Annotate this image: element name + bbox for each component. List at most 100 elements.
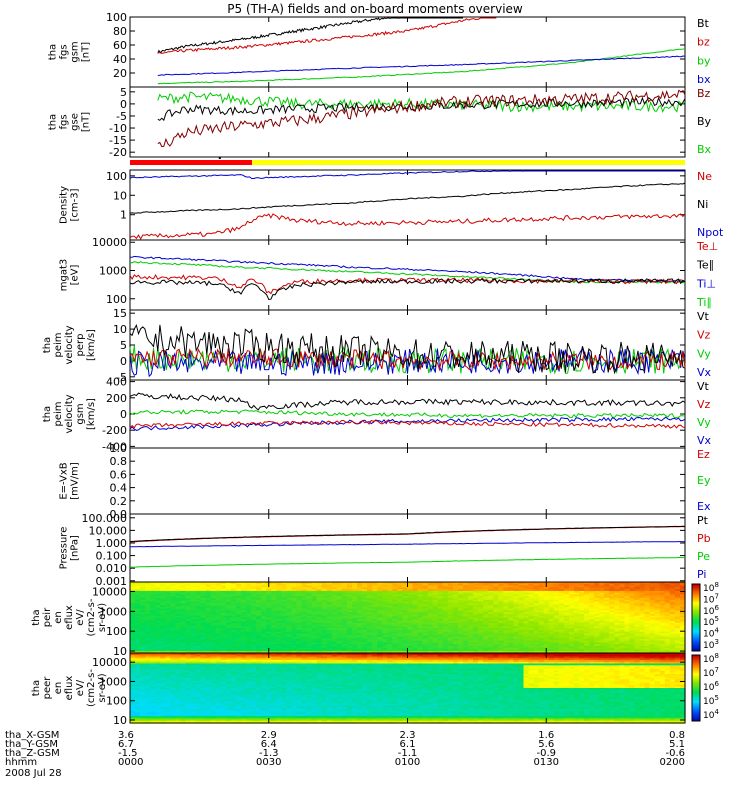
legend-entry: Te∥ (696, 259, 714, 272)
heatmap-cell (452, 622, 459, 626)
heatmap-cell (609, 644, 615, 647)
heatmap-cell (135, 689, 141, 693)
heatmap-cell (225, 596, 232, 599)
heatmap-cell (331, 638, 338, 642)
heatmap-cell (331, 651, 338, 654)
heatmap-cell (215, 605, 222, 608)
heatmap-cell (341, 624, 348, 627)
heatmap-cell (210, 638, 217, 642)
heatmap-cell (347, 626, 353, 629)
heatmap-cell (291, 601, 298, 604)
heatmap-cell (397, 592, 403, 595)
heatmap-cell (674, 583, 681, 587)
heatmap-cell (563, 642, 570, 645)
heatmap-cell (306, 642, 313, 645)
y-tick-label: 1 (120, 209, 127, 222)
heatmap-cell (190, 647, 197, 651)
heatmap-cell (347, 614, 353, 617)
heatmap-cell (316, 645, 323, 649)
heatmap-cell (397, 629, 403, 633)
heatmap-cell (321, 603, 328, 606)
heatmap-cell (382, 624, 388, 627)
heatmap-cell (649, 624, 656, 627)
heatmap-cell (447, 624, 454, 627)
heatmap-cell (624, 599, 631, 603)
heatmap-cell (523, 647, 530, 651)
heatmap-cell (377, 645, 383, 649)
heatmap-cell (296, 606, 303, 610)
heatmap-cell (230, 605, 237, 608)
heatmap-cell (563, 647, 570, 651)
heatmap-cell (357, 594, 363, 597)
heatmap-cell (669, 605, 676, 608)
heatmap-cell (654, 647, 661, 651)
heatmap-cell (412, 585, 419, 588)
y-axis-label: en (53, 611, 64, 624)
heatmap-cell (427, 587, 434, 590)
heatmap-cell (336, 633, 343, 636)
heatmap-cell (210, 605, 217, 608)
heatmap-cell (452, 629, 459, 633)
heatmap-cell (402, 601, 409, 604)
heatmap-cell (579, 635, 585, 638)
heatmap-cell (341, 644, 348, 647)
heatmap-cell (135, 610, 141, 613)
heatmap-cell (230, 645, 237, 649)
heatmap-cell (488, 615, 494, 619)
heatmap-cell (533, 596, 540, 599)
heatmap-cell (130, 642, 136, 645)
heatmap-cell (130, 689, 136, 693)
heatmap-cell (225, 622, 232, 626)
heatmap-cell (599, 621, 605, 624)
heatmap-cell (215, 594, 222, 597)
heatmap-cell (584, 626, 590, 629)
heatmap-cell (261, 628, 267, 631)
heatmap-cell (230, 610, 237, 613)
heatmap-cell (140, 626, 146, 629)
heatmap-cell (387, 621, 393, 624)
heatmap-cell (493, 596, 499, 599)
heatmap-cell (473, 606, 479, 610)
heatmap-cell (311, 642, 318, 645)
heatmap-cell (175, 633, 181, 636)
heatmap-cell (569, 651, 575, 654)
heatmap-cell (236, 626, 242, 629)
heatmap-cell (427, 640, 434, 643)
heatmap-cell (574, 592, 580, 595)
heatmap-cell (135, 667, 141, 670)
heatmap-cell (664, 631, 671, 635)
heatmap-cell (674, 626, 681, 629)
heatmap-cell (311, 612, 318, 615)
heatmap-cell (478, 637, 484, 640)
colorbar-cell (692, 592, 700, 595)
heatmap-cell (296, 619, 303, 622)
heatmap-cell (326, 606, 333, 610)
heatmap-cell (569, 633, 575, 636)
heatmap-cell (190, 624, 197, 627)
legend-entry: Pt (697, 514, 709, 527)
heatmap-cell (674, 614, 681, 617)
heatmap-cell (518, 651, 525, 654)
heatmap-cell (165, 614, 171, 617)
heatmap-cell (579, 583, 585, 587)
heatmap-cell (498, 628, 504, 631)
heatmap-cell (286, 612, 292, 615)
heatmap-cell (488, 606, 494, 610)
heatmap-cell (574, 606, 580, 610)
heatmap-cell (135, 596, 141, 599)
heatmap-cell (584, 606, 590, 610)
heatmap-cell (336, 645, 343, 649)
heatmap-cell (563, 589, 570, 592)
heatmap-cell (538, 642, 545, 645)
heatmap-cell (180, 582, 187, 585)
heatmap-cell (493, 612, 499, 615)
heatmap-cell (664, 628, 671, 631)
y-tick-label: 40 (113, 53, 127, 66)
heatmap-cell (680, 645, 686, 649)
heatmap-cell (478, 635, 484, 638)
heatmap-cell (135, 594, 141, 597)
heatmap-cell (352, 633, 358, 636)
heatmap-cell (306, 599, 313, 603)
heatmap-cell (387, 651, 393, 654)
heatmap-cell (155, 656, 161, 659)
